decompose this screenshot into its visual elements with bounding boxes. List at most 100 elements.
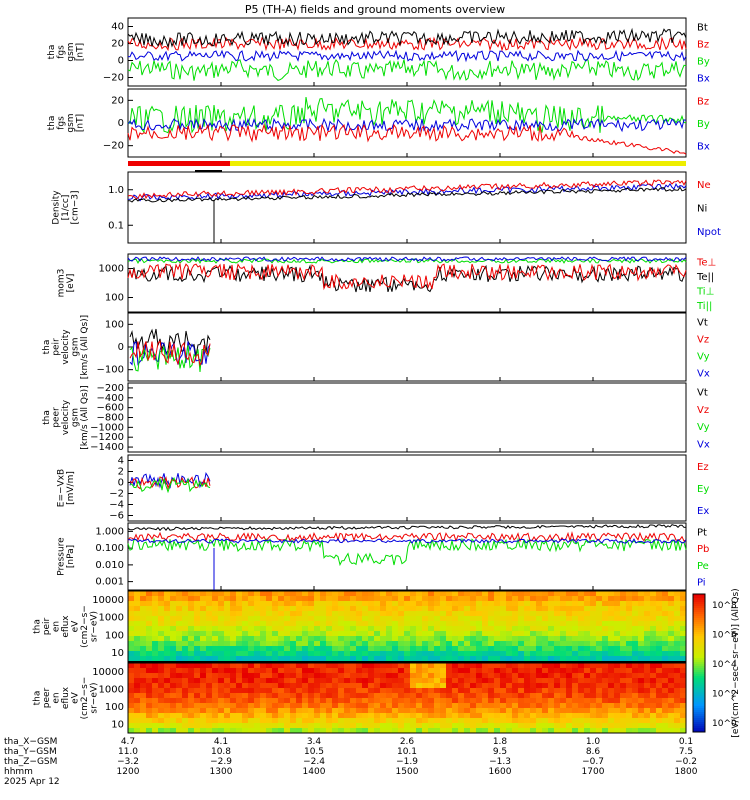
peir-spectrogram-cell [422,616,429,622]
panel-frame-density [127,171,687,244]
peer-spectrogram-cell [428,688,435,694]
peer-spectrogram-cell [170,668,177,674]
peir-spectrogram-cell [260,636,267,642]
peer-spectrogram-cell [596,723,603,729]
peir-spectrogram-cell [368,611,375,617]
peir-spectrogram-cell [194,641,201,647]
peer-spectrogram-cell [668,703,675,709]
peer-spectrogram-cell [278,673,285,679]
ytick-fgs_gsm2-2: −20 [103,141,124,152]
peer-spectrogram-cell [440,698,447,704]
peir-spectrogram-cell [656,641,663,647]
peir-spectrogram-cell [374,636,381,642]
peer-spectrogram-cell [506,668,513,674]
peer-spectrogram-cell [404,698,411,704]
peer-spectrogram-cell [146,688,153,694]
peir-spectrogram-cell [152,636,159,642]
peer-spectrogram-cell [656,663,663,669]
peir-spectrogram-cell [416,601,423,607]
peer-spectrogram-cell [218,688,225,694]
peer-spectrogram-cell [374,703,381,709]
peir-spectrogram-cell [350,621,357,627]
peer-spectrogram-cell [152,673,159,679]
peer-spectrogram-cell [566,683,573,689]
peir-spectrogram-cell [578,631,585,637]
peer-spectrogram-cell [680,698,687,704]
peer-spectrogram-cell [212,713,219,719]
peir-spectrogram-cell [506,611,513,617]
peir-spectrogram-cell [446,651,453,657]
peer-spectrogram-cell [506,708,513,714]
peer-spectrogram-cell [362,723,369,729]
xrow-0-value-5: 1.0 [586,737,601,747]
peer-spectrogram-cell [476,703,483,709]
peir-spectrogram-cell [254,646,261,652]
peir-spectrogram-cell [188,616,195,622]
peir-spectrogram-cell [458,631,465,637]
peir-spectrogram-cell [530,636,537,642]
peir-spectrogram-cell [602,656,609,662]
peir-spectrogram-cell [632,636,639,642]
peir-spectrogram-cell [638,611,645,617]
peir-spectrogram-cell [188,641,195,647]
peer-spectrogram-cell [158,718,165,724]
peir-spectrogram-cell [308,596,315,602]
colorbar-segment [693,720,705,723]
peer-spectrogram-cell [452,728,459,734]
peir-spectrogram-cell [350,611,357,617]
peer-spectrogram-cell [656,673,663,679]
peir-spectrogram-cell [548,651,555,657]
peir-spectrogram-cell [254,656,261,662]
peer-spectrogram-cell [476,708,483,714]
peir-spectrogram-cell [620,601,627,607]
peir-spectrogram-cell [356,631,363,637]
peir-spectrogram-cell [458,606,465,612]
peer-spectrogram-cell [500,683,507,689]
peir-spectrogram-cell [314,636,321,642]
peer-spectrogram-cell [248,673,255,679]
legend-density-2: Npot [697,227,721,238]
peer-spectrogram-cell [668,673,675,679]
peer-spectrogram-cell [416,668,423,674]
colorbar-segment [693,658,705,661]
peer-spectrogram-cell [434,713,441,719]
colorbar-segment [693,706,705,709]
xrow-2-value-5: −0.7 [582,757,604,767]
peer-spectrogram-cell [338,718,345,724]
peir-spectrogram-cell [344,651,351,657]
peer-spectrogram-cell [386,728,393,734]
peir-spectrogram-cell [452,591,459,597]
peer-spectrogram-cell [164,668,171,674]
peer-spectrogram-cell [626,698,633,704]
peer-spectrogram-cell [608,713,615,719]
peir-spectrogram-cell [344,646,351,652]
peir-spectrogram-cell [290,631,297,637]
colorbar-segment [693,636,705,639]
peir-spectrogram-cell [200,626,207,632]
peer-spectrogram-cell [242,688,249,694]
peir-spectrogram-cell [236,626,243,632]
peer-spectrogram-cell [368,678,375,684]
peir-spectrogram-cell [554,636,561,642]
peir-spectrogram-cell [164,626,171,632]
peir-spectrogram-cell [488,656,495,662]
peer-spectrogram-cell [320,688,327,694]
peir-spectrogram-cell [500,646,507,652]
peir-spectrogram-cell [626,621,633,627]
peir-spectrogram-cell [434,611,441,617]
peir-spectrogram-cell [206,636,213,642]
peir-spectrogram-cell [158,656,165,662]
peir-spectrogram-cell [188,601,195,607]
peir-spectrogram-cell [386,656,393,662]
peer-spectrogram-cell [602,708,609,714]
peir-spectrogram-cell [176,611,183,617]
peir-spectrogram-cell [404,646,411,652]
peir-spectrogram-cell [446,596,453,602]
peir-spectrogram-cell [644,616,651,622]
peir-spectrogram-cell [404,636,411,642]
ytick-density-1: 0.1 [108,220,124,231]
peer-spectrogram-cell [332,673,339,679]
peir-spectrogram-cell [422,601,429,607]
peer-spectrogram-cell [542,688,549,694]
peir-spectrogram-cell [254,626,261,632]
